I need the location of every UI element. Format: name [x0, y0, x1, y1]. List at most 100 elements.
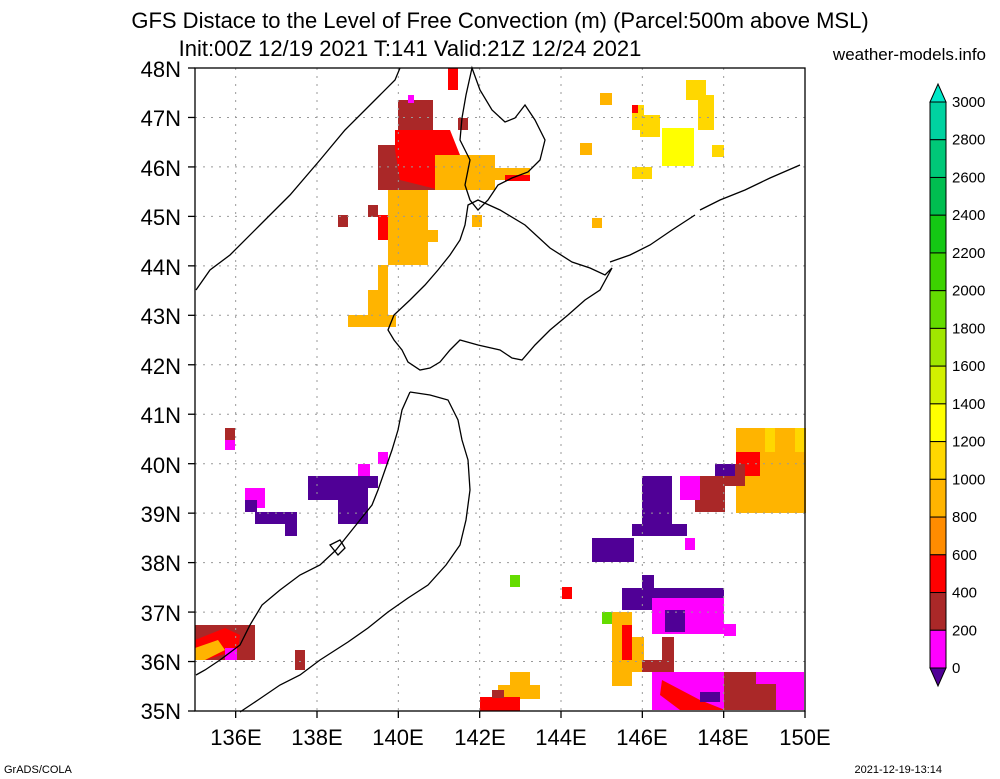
colorbar-segment [929, 365, 947, 405]
patch [592, 538, 634, 562]
patch [632, 105, 638, 113]
colorbar-segment [929, 327, 947, 367]
sakhalin-coast [459, 65, 546, 211]
colorbar-label: 2600 [952, 169, 985, 186]
patch [632, 524, 687, 536]
footer-credit: GrADS/COLA [4, 764, 72, 776]
colorbar-segment [929, 214, 947, 254]
patch [662, 637, 674, 672]
lat-label: 45N [141, 205, 181, 230]
colorbar-segment [929, 176, 947, 216]
lon-label: 150E [779, 725, 830, 750]
kuril-coast [699, 164, 801, 211]
latitude-labels: 48N 47N 46N 45N 44N 43N 42N 41N 40N 39N … [141, 57, 181, 724]
sado-coast [328, 539, 346, 556]
patch [698, 95, 714, 130]
patch [680, 476, 700, 500]
colorbar: 3000280026002400220020001800160014001200… [929, 82, 985, 688]
lat-label: 37N [141, 601, 181, 626]
patch [498, 685, 540, 699]
colorbar-label: 1600 [952, 358, 985, 375]
patch [700, 692, 720, 702]
colorbar-label: 3000 [952, 94, 985, 111]
title-line-2: Init:00Z 12/19 2021 T:141 Valid:21Z 12/2… [178, 36, 642, 61]
lat-label: 48N [141, 57, 181, 82]
lon-label: 136E [210, 725, 261, 750]
colorbar-label: 800 [952, 509, 977, 526]
colorbar-label: 600 [952, 547, 977, 564]
patch [652, 598, 724, 634]
colorbar-label: 1800 [952, 320, 985, 337]
lat-label: 44N [141, 255, 181, 280]
patch [225, 440, 235, 450]
patch [662, 128, 694, 166]
patch [592, 218, 602, 228]
patch [480, 697, 520, 711]
field-patches [195, 68, 806, 711]
patch [245, 500, 257, 512]
mainland-coast [195, 67, 401, 291]
patch [195, 640, 225, 660]
patch [602, 612, 614, 624]
patch [600, 93, 612, 105]
patch [295, 650, 305, 670]
patch [358, 464, 370, 476]
patch [225, 428, 235, 450]
patch [795, 428, 805, 452]
lat-label: 35N [141, 699, 181, 724]
colorbar-bottom-arrow [929, 667, 947, 688]
honshu-coast [239, 391, 471, 713]
patch [448, 68, 458, 90]
lat-label: 47N [141, 106, 181, 131]
patch [378, 265, 388, 295]
lat-label: 40N [141, 453, 181, 478]
patch [715, 464, 735, 476]
lat-label: 46N [141, 156, 181, 181]
colorbar-label: 0 [952, 660, 960, 677]
colorbar-segment [929, 441, 947, 480]
colorbar-label: 400 [952, 585, 977, 602]
patch [712, 145, 724, 157]
lat-label: 39N [141, 502, 181, 527]
colorbar-label: 2400 [952, 207, 985, 224]
colorbar-segment [929, 516, 947, 556]
site-label: weather-models.info [832, 45, 986, 64]
colorbar-label: 2000 [952, 283, 985, 300]
colorbar-label: 2800 [952, 132, 985, 149]
patch [622, 625, 632, 660]
lon-label: 142E [454, 725, 505, 750]
patch [580, 143, 592, 155]
colorbar-segment [929, 290, 947, 329]
lon-label: 138E [291, 725, 342, 750]
lon-label: 140E [372, 725, 423, 750]
colorbar-label: 2200 [952, 245, 985, 262]
colorbar-segment [929, 139, 947, 178]
patch [660, 680, 725, 710]
lat-label: 41N [141, 403, 181, 428]
colorbar-label: 1200 [952, 434, 985, 451]
lon-ticks [235, 711, 806, 718]
colorbar-segment [929, 403, 947, 443]
lat-label: 42N [141, 354, 181, 379]
lat-ticks [188, 67, 195, 712]
patch [338, 500, 368, 524]
colorbar-label: 200 [952, 622, 977, 639]
patch [724, 672, 756, 710]
patch [640, 115, 660, 137]
patch [685, 538, 695, 550]
patch [285, 512, 297, 536]
patch [510, 672, 530, 686]
patch [318, 476, 378, 488]
patch [562, 587, 572, 599]
footer-timestamp: 2021-12-19-13:14 [854, 764, 942, 776]
patch [408, 95, 414, 103]
patch [225, 648, 237, 660]
patch [642, 660, 662, 672]
plot-frame [194, 67, 806, 712]
patch [420, 230, 438, 242]
patch [492, 690, 504, 698]
colorbar-segment [929, 592, 947, 631]
honshu-west-coast [195, 391, 411, 676]
lon-label: 148E [697, 725, 748, 750]
patch [378, 452, 388, 464]
